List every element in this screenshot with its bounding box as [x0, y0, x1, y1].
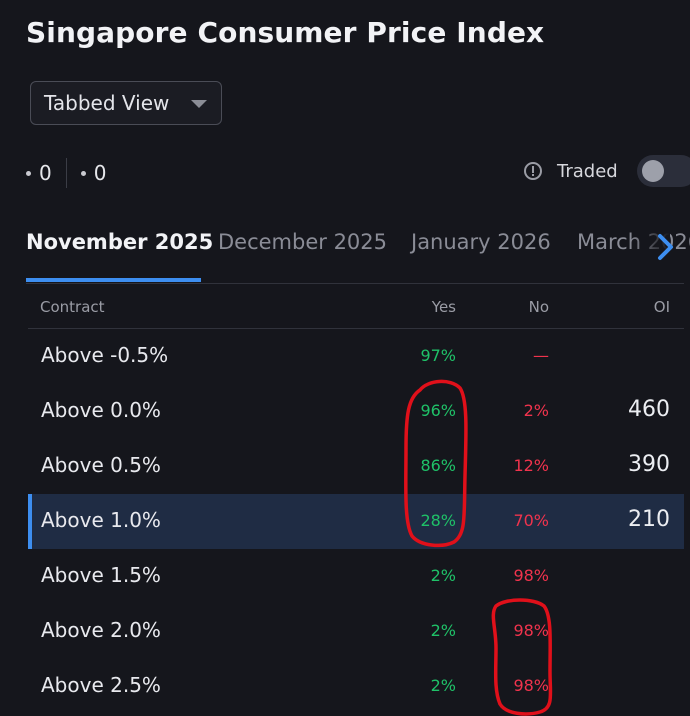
table-row[interactable]: Above -0.5% 97% — — [28, 329, 684, 384]
info-icon[interactable] — [524, 162, 542, 180]
tab-november-2025[interactable]: November 2025 — [26, 230, 214, 254]
view-select-dropdown[interactable]: Tabbed View — [30, 81, 222, 125]
header-oi: OI — [653, 298, 670, 316]
open-interest: 210 — [628, 507, 670, 532]
yes-price[interactable]: 97% — [420, 346, 456, 365]
header-no: No — [528, 298, 549, 316]
table-row[interactable]: Above 1.5% 2% 98% — [28, 549, 684, 604]
open-interest: 460 — [628, 397, 670, 422]
bullet-icon — [26, 170, 31, 176]
counts-divider — [65, 158, 67, 188]
page-title: Singapore Consumer Price Index — [26, 16, 545, 49]
yes-price[interactable]: 2% — [430, 566, 456, 585]
count-item-2: 0 — [80, 161, 107, 185]
table-header: Contract Yes No OI — [28, 286, 684, 329]
no-price[interactable]: 70% — [513, 511, 549, 530]
header-yes: Yes — [431, 298, 456, 316]
open-interest: 390 — [628, 452, 670, 477]
contract-name: Above 1.5% — [41, 563, 161, 587]
no-price[interactable]: — — [533, 346, 549, 365]
yes-price[interactable]: 2% — [430, 621, 456, 640]
month-tabs: November 2025 December 2025 January 2026… — [26, 228, 690, 284]
bullet-icon — [80, 170, 86, 176]
toggle-knob — [642, 160, 664, 182]
no-price[interactable]: 12% — [513, 456, 549, 475]
no-price[interactable]: 98% — [513, 621, 549, 640]
header-contract: Contract — [40, 298, 105, 316]
table-row[interactable]: Above 0.0% 96% 2% 460 — [28, 384, 684, 439]
no-price[interactable]: 2% — [523, 401, 549, 420]
view-select-label: Tabbed View — [44, 91, 170, 115]
active-tab-indicator — [26, 278, 201, 282]
table-row[interactable]: Above 0.5% 86% 12% 390 — [28, 439, 684, 494]
tabs-fade — [630, 228, 670, 272]
yes-price[interactable]: 28% — [420, 511, 456, 530]
count-value: 0 — [93, 161, 107, 185]
traded-filter: Traded — [524, 156, 618, 186]
contract-name: Above 0.0% — [41, 398, 161, 422]
count-value: 0 — [39, 161, 52, 185]
table-row[interactable]: Above 2.5% 2% 98% — [28, 659, 684, 714]
tab-december-2025[interactable]: December 2025 — [218, 230, 388, 254]
contract-name: Above 2.5% — [41, 673, 161, 697]
contract-name: Above 2.0% — [41, 618, 161, 642]
no-price[interactable]: 98% — [513, 566, 549, 585]
count-item-1: 0 — [26, 161, 52, 185]
caret-down-icon — [191, 100, 207, 108]
table-row-selected[interactable]: Above 1.0% 28% 70% 210 — [28, 494, 684, 549]
traded-label: Traded — [557, 160, 618, 182]
tabs-divider — [26, 283, 684, 284]
table-row[interactable]: Above 2.0% 2% 98% — [28, 604, 684, 659]
contract-name: Above 1.0% — [41, 508, 161, 532]
contracts-table: Above -0.5% 97% — Above 0.0% 96% 2% 460 … — [28, 329, 684, 714]
traded-toggle[interactable] — [637, 155, 690, 187]
yes-price[interactable]: 2% — [430, 676, 456, 695]
no-price[interactable]: 98% — [513, 676, 549, 695]
chevron-right-icon[interactable] — [650, 231, 680, 263]
contract-name: Above 0.5% — [41, 453, 161, 477]
tab-january-2026[interactable]: January 2026 — [411, 230, 551, 254]
yes-price[interactable]: 96% — [420, 401, 456, 420]
contract-name: Above -0.5% — [41, 343, 169, 367]
counts-bar: 0 0 — [26, 158, 106, 188]
yes-price[interactable]: 86% — [420, 456, 456, 475]
